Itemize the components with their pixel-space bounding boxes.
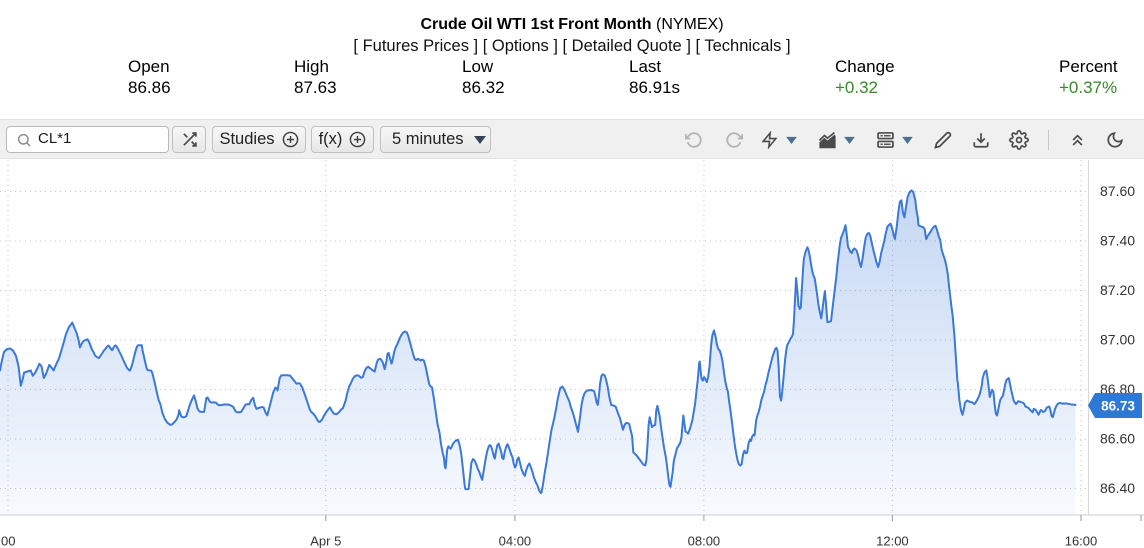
svg-text:04:00: 04:00 [499,534,532,548]
svg-text:87.20: 87.20 [1100,282,1135,298]
svg-text:86.73: 86.73 [1101,399,1135,414]
svg-text:87.40: 87.40 [1100,233,1135,249]
svg-text:16:00: 16:00 [1065,534,1098,548]
svg-text:86.60: 86.60 [1100,431,1135,447]
svg-text:00: 00 [1,534,15,548]
svg-text:08:00: 08:00 [688,534,721,548]
svg-text:12:00: 12:00 [876,534,909,548]
svg-text:87.60: 87.60 [1100,183,1135,199]
svg-text:86.40: 86.40 [1100,480,1135,496]
svg-text:87.00: 87.00 [1100,332,1135,348]
svg-text:Apr 5: Apr 5 [310,534,341,548]
